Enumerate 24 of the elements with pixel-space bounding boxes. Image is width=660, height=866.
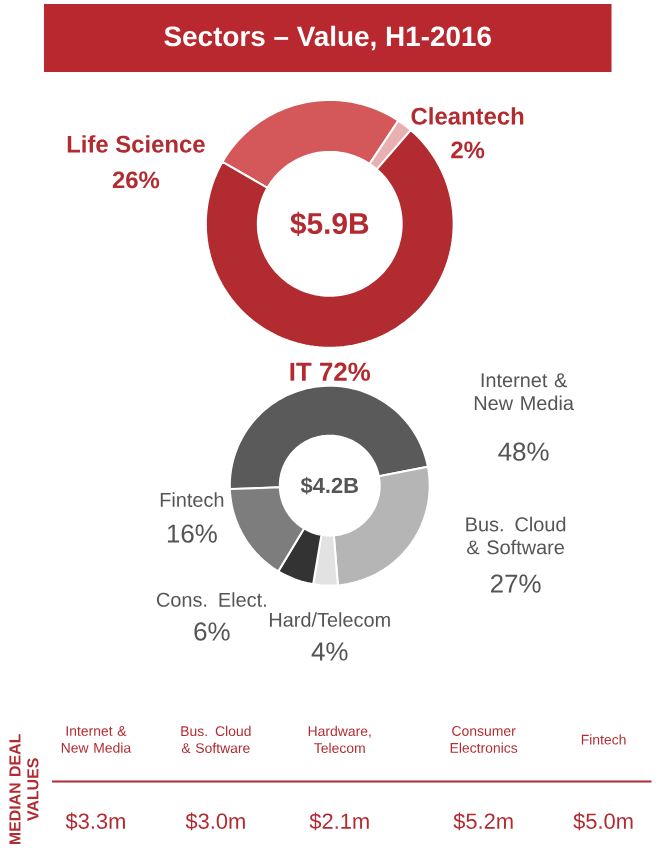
data-label: 4% xyxy=(311,642,348,661)
text: $3.0m xyxy=(185,812,245,831)
slice-label: Life Science xyxy=(67,135,205,153)
slice-label: IT xyxy=(290,362,312,381)
chart-title: Sectors – Value, H1-2016 xyxy=(164,25,491,51)
slice-label: Fintech xyxy=(160,492,224,507)
slice-label: Bus. Cloud & Software xyxy=(466,516,566,555)
slice-label: Hard/Telecom xyxy=(269,612,390,627)
text: $2.1m xyxy=(309,812,369,831)
text: $5.0m xyxy=(573,812,633,831)
slice-label: Cons. Elect. xyxy=(156,592,266,607)
data-label: 27% xyxy=(490,574,541,593)
text: $3.3m xyxy=(65,812,125,831)
text: $4.2B xyxy=(300,476,358,495)
text: $5.9B xyxy=(290,211,369,237)
data-label: 2% xyxy=(451,141,485,159)
data-label: 6% xyxy=(194,622,230,641)
data-label: 16% xyxy=(167,524,217,543)
data-label: 72% xyxy=(320,362,370,381)
text: $5.2m xyxy=(453,812,513,831)
data-label: 48% xyxy=(498,442,549,461)
slice-label: Internet & New Media xyxy=(474,373,574,411)
data-label: 26% xyxy=(112,171,160,189)
slice-label: Cleantech xyxy=(411,107,524,125)
